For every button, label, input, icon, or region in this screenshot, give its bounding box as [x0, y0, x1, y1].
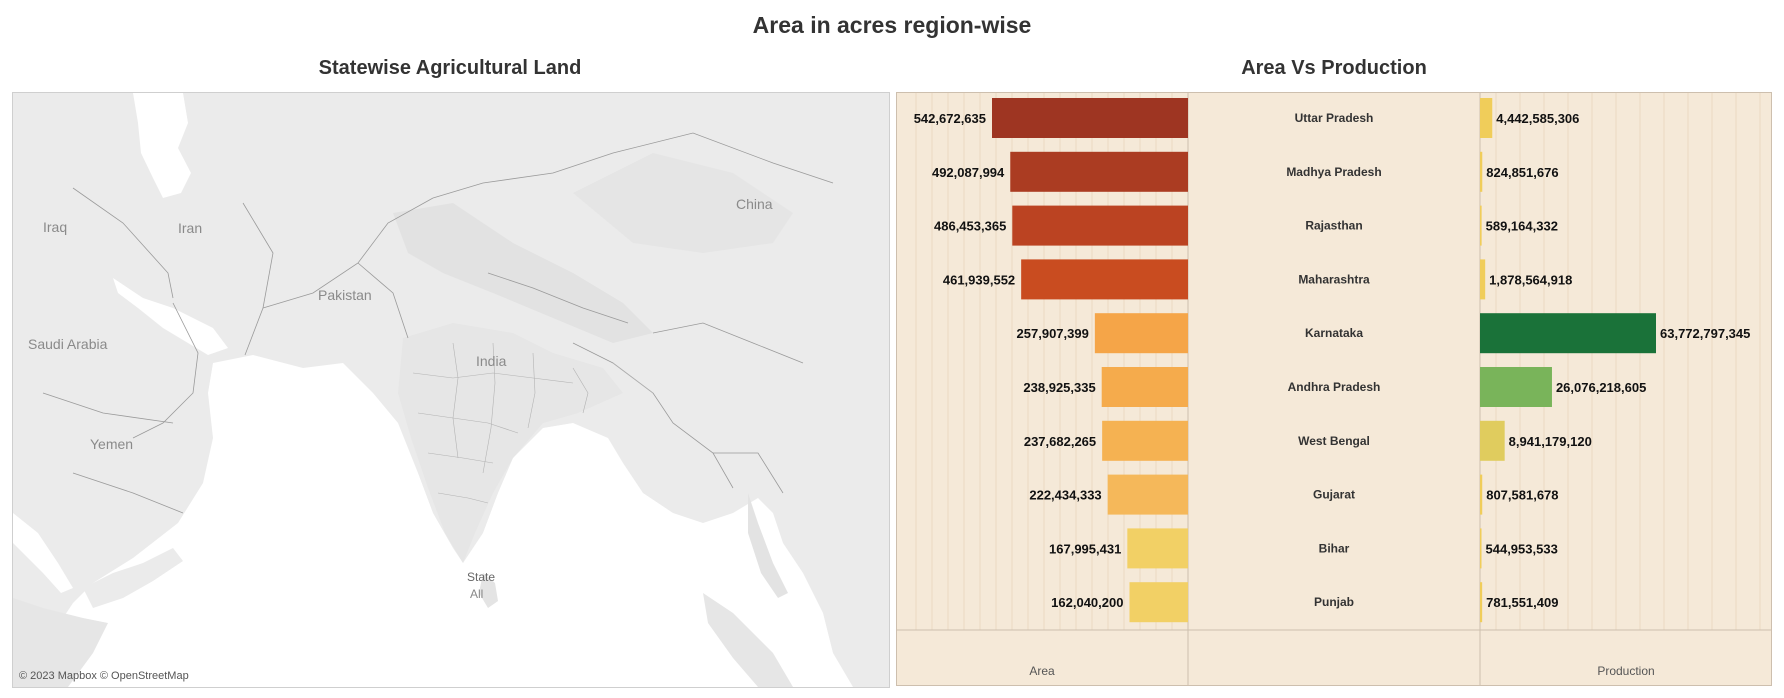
map-title: Statewise Agricultural Land	[318, 57, 582, 79]
state-label: Rajasthan	[1305, 219, 1362, 233]
area-value-label: 237,682,265	[1024, 434, 1096, 449]
area-axis-label: Area	[1029, 664, 1055, 678]
production-value-label: 63,772,797,345	[1660, 326, 1750, 341]
map-label-iraq: Iraq	[43, 219, 68, 235]
state-label: Karnataka	[1305, 326, 1363, 340]
area-value-label: 486,453,365	[934, 219, 1006, 234]
production-value-label: 589,164,332	[1486, 219, 1558, 234]
area-value-label: 492,087,994	[932, 165, 1005, 180]
production-value-label: 8,941,179,120	[1509, 434, 1592, 449]
state-label: Gujarat	[1313, 488, 1355, 502]
area-bar[interactable]	[1012, 205, 1188, 246]
production-value-label: 26,076,218,605	[1556, 380, 1646, 395]
production-axis-label: Production	[1597, 664, 1654, 678]
production-bar[interactable]	[1480, 259, 1486, 300]
area-value-label: 222,434,333	[1029, 488, 1101, 503]
production-value-label: 824,851,676	[1486, 165, 1558, 180]
state-label: Punjab	[1314, 595, 1354, 609]
map-label-saudi-arabia: Saudi Arabia	[28, 336, 108, 352]
production-bar[interactable]	[1480, 151, 1483, 192]
map-attribution: © 2023 Mapbox © OpenStreetMap	[19, 670, 189, 682]
production-value-label: 781,551,409	[1486, 595, 1558, 610]
area-bar[interactable]	[992, 98, 1188, 138]
production-value-label: 4,442,585,306	[1496, 111, 1579, 126]
chart-title: Area Vs Production	[1241, 57, 1427, 79]
production-value-label: 1,878,564,918	[1489, 272, 1572, 287]
map-label-yemen: Yemen	[90, 436, 134, 452]
area-bar[interactable]	[1102, 420, 1188, 461]
production-bar[interactable]	[1480, 367, 1552, 407]
map-label-pakistan: Pakistan	[318, 287, 372, 303]
area-value-label: 162,040,200	[1051, 595, 1123, 610]
chart-svg: 542,672,635 Uttar Pradesh 4,442,585,306 492…	[896, 92, 1772, 686]
production-bar[interactable]	[1480, 98, 1493, 138]
map-label-india: India	[476, 353, 507, 369]
state-label: West Bengal	[1298, 434, 1370, 448]
map-label-china: China	[736, 196, 773, 212]
map-view[interactable]: Iraq Iran China Pakistan Saudi Arabia In…	[12, 92, 890, 688]
area-value-label: 238,925,335	[1023, 380, 1095, 395]
state-label: Bihar	[1319, 541, 1350, 555]
map-label-iran: Iran	[178, 220, 203, 236]
area-value-label: 167,995,431	[1049, 541, 1121, 556]
state-label: Maharashtra	[1298, 272, 1370, 286]
production-bar[interactable]	[1480, 528, 1482, 569]
area-value-label: 542,672,635	[914, 111, 986, 126]
area-bar[interactable]	[1101, 367, 1188, 407]
area-value-label: 461,939,552	[943, 272, 1015, 287]
production-bar[interactable]	[1480, 205, 1482, 246]
map-legend-value[interactable]: All	[470, 587, 484, 601]
area-value-label: 257,907,399	[1017, 326, 1089, 341]
production-bar[interactable]	[1480, 420, 1505, 461]
area-bar[interactable]	[1129, 582, 1188, 623]
area-bar[interactable]	[1127, 528, 1188, 569]
production-bar[interactable]	[1480, 313, 1656, 354]
area-bar[interactable]	[1021, 259, 1188, 300]
area-bar[interactable]	[1094, 313, 1188, 354]
area-bar[interactable]	[1010, 151, 1188, 192]
state-label: Madhya Pradesh	[1286, 165, 1381, 179]
chart-frame	[896, 92, 1772, 686]
area-bar[interactable]	[1107, 474, 1188, 515]
production-value-label: 544,953,533	[1486, 541, 1558, 556]
map-legend-title: State	[467, 570, 496, 584]
chart-panel: 542,672,635 Uttar Pradesh 4,442,585,306 492…	[896, 92, 1772, 686]
production-bar[interactable]	[1480, 474, 1483, 515]
production-value-label: 807,581,678	[1486, 488, 1558, 503]
state-label: Uttar Pradesh	[1295, 111, 1374, 125]
production-bar[interactable]	[1480, 582, 1483, 623]
dashboard-title: Area in acres region-wise	[752, 12, 1032, 38]
state-label: Andhra Pradesh	[1288, 380, 1381, 394]
map-basemap	[13, 93, 889, 687]
